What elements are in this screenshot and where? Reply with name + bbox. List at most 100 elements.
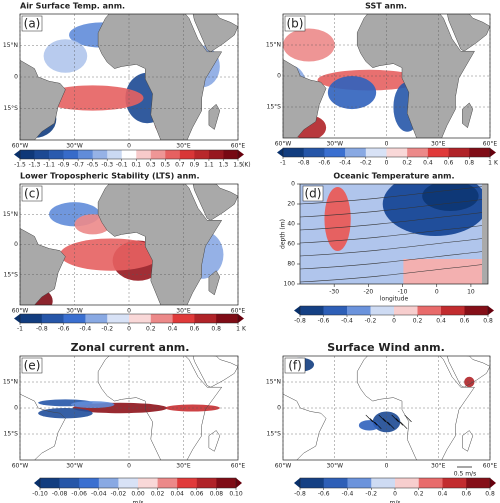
colorbar-extend — [490, 148, 496, 157]
lat-label: 15°S — [4, 271, 19, 278]
colorbar-cell — [194, 314, 217, 323]
colorbar-cell — [63, 150, 79, 159]
colorbar-cell — [466, 478, 491, 488]
colorbar-tick-label: -0.1 — [116, 162, 128, 169]
colorbar-tick-label: -1 — [17, 326, 23, 333]
colorbar-tick-label: 0.2 — [146, 326, 156, 333]
colorbar-tick-label: -1.3 — [29, 162, 41, 169]
colorbar-cell — [98, 478, 119, 488]
colorbar-cell — [418, 478, 443, 488]
colorbar-tick-label: -0.2 — [101, 326, 113, 333]
colorbar-tick-label: -1.5 — [14, 162, 26, 169]
lon-label: 30°W — [326, 141, 343, 148]
colorbar-cell — [300, 478, 325, 488]
colorbar-cell — [121, 150, 137, 159]
colorbar-unit: K — [242, 326, 247, 333]
lat-label: 0 — [277, 73, 281, 80]
colorbar-tick-label: 0 — [393, 491, 397, 498]
land — [462, 102, 474, 129]
lon-label: 30°W — [66, 143, 83, 150]
colorbar-cell — [442, 478, 467, 488]
colorbar-extend — [294, 478, 300, 488]
colorbar-tick-label: 1 — [488, 160, 492, 167]
colorbar-cell — [300, 306, 324, 315]
wind-arrow — [404, 414, 412, 423]
panel-title: Air Surface Temp. anm. — [20, 2, 125, 11]
colorbar-cell — [347, 306, 371, 315]
anomaly — [70, 401, 115, 408]
colorbar-unit: m/s — [390, 500, 401, 503]
colorbar-cell — [347, 478, 372, 488]
colorbar-cell — [194, 150, 210, 159]
land — [208, 270, 221, 296]
panel-letter: (e) — [24, 359, 41, 373]
colorbar-tick-label: -0.2 — [365, 491, 377, 498]
lon-label: 30°E — [176, 463, 191, 470]
panel-body — [300, 184, 488, 284]
colorbar-cell — [20, 150, 35, 159]
colorbar-cell — [179, 150, 195, 159]
annotation: 0.5 m/s — [454, 471, 476, 478]
colorbar-tick-label: 0.4 — [438, 491, 448, 498]
lat-label: 15°N — [3, 42, 18, 49]
lat-label: 0 — [14, 241, 18, 248]
colorbar-frame — [19, 149, 239, 160]
colorbar-tick-label: 0.1 — [131, 162, 141, 169]
colorbar-tick-label: -0.4 — [80, 326, 92, 333]
lon-label: 0 — [127, 463, 131, 470]
colorbar-tick-label: 0.4 — [436, 318, 446, 325]
lon-label: 60°W — [12, 143, 29, 150]
colorbar-extend — [34, 478, 40, 488]
lon-label: 60°E — [231, 463, 246, 470]
colorbar-tick-label: 0.2 — [402, 160, 412, 167]
land — [192, 14, 238, 53]
isotherm — [300, 224, 488, 244]
lon-label: 0 — [127, 308, 131, 315]
isotherm — [300, 250, 488, 270]
land — [356, 356, 475, 460]
colorbar-cell — [129, 314, 152, 323]
letter-box — [21, 357, 43, 374]
isotherm — [300, 237, 488, 257]
colorbar-cell — [323, 306, 348, 315]
colorbar-unit: (K) — [242, 162, 251, 169]
land — [20, 59, 66, 140]
colorbar-tick-label: 0.4 — [168, 326, 178, 333]
colorbar-tick-label: -0.02 — [111, 491, 127, 498]
y-tick-label: 100 — [284, 281, 296, 288]
colorbar-tick-label: 0.6 — [444, 160, 454, 167]
lat-label: 15°S — [267, 431, 282, 438]
lon-label: 0 — [385, 463, 389, 470]
land — [208, 430, 221, 452]
lon-label: 0 — [127, 143, 131, 150]
lon-label: 60°E — [483, 463, 498, 470]
colorbar-tick-label: 0.02 — [151, 491, 165, 498]
wind-arrow — [374, 421, 382, 430]
colorbar-cell — [150, 150, 166, 159]
isotherm — [300, 185, 488, 205]
anomaly — [41, 85, 144, 111]
x-tick-label: 10 — [467, 289, 475, 296]
colorbar-cell — [370, 306, 395, 315]
isotherm — [300, 263, 488, 283]
anomaly — [464, 376, 475, 388]
colorbar-cell — [107, 150, 123, 159]
lon-label: 30°W — [66, 308, 83, 315]
colorbar-extend — [238, 150, 244, 159]
lat-label: 15°S — [4, 431, 19, 438]
colorbar-extend — [236, 478, 242, 488]
colorbar-extend — [14, 314, 20, 323]
lat-label: 0 — [14, 405, 18, 412]
colorbar-extend — [277, 148, 283, 157]
anomaly — [38, 408, 93, 419]
colorbar-tick-label: 0.04 — [171, 491, 185, 498]
colorbar-cell — [427, 148, 449, 157]
panel-title: Oceanic Temperature anm. — [333, 172, 454, 181]
colorbar-cell — [41, 314, 64, 323]
land — [283, 59, 327, 138]
colorbar-cell — [63, 314, 86, 323]
colorbar-cell — [59, 478, 80, 488]
y-tick-label: 0 — [291, 181, 295, 188]
colorbar-unit: K — [494, 160, 499, 167]
lon-label: 30°W — [66, 463, 83, 470]
